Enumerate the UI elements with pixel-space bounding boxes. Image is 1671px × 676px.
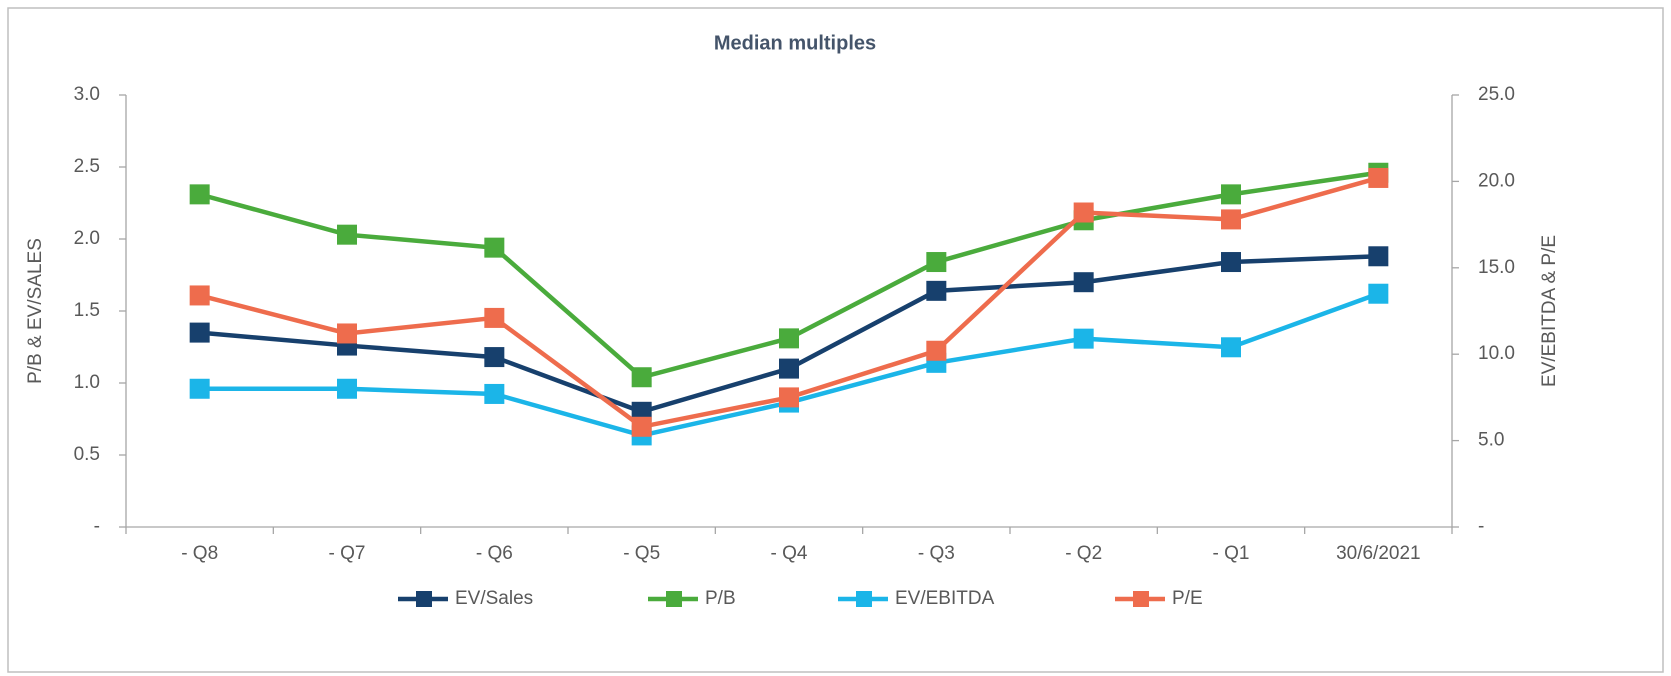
series-marker bbox=[337, 323, 357, 344]
y2-tick-label: 25.0 bbox=[1478, 84, 1515, 105]
chart-title: Median multiples bbox=[714, 32, 876, 54]
y2-tick-label: 5.0 bbox=[1478, 430, 1504, 451]
series-marker bbox=[1368, 246, 1389, 267]
y-tick-label: 1.5 bbox=[74, 300, 100, 321]
series-marker bbox=[1073, 328, 1094, 349]
y-tick-label: 2.0 bbox=[74, 228, 100, 249]
series-marker bbox=[926, 340, 947, 361]
legend-label: P/E bbox=[1172, 588, 1203, 609]
x-tick-label: - Q7 bbox=[329, 543, 366, 564]
series-marker bbox=[779, 387, 799, 408]
x-tick-label: 30/6/2021 bbox=[1336, 543, 1421, 564]
series-marker bbox=[926, 280, 947, 301]
series-marker bbox=[337, 224, 357, 245]
legend-label: P/B bbox=[705, 588, 736, 609]
series-marker bbox=[484, 237, 505, 258]
x-tick-label: - Q4 bbox=[771, 543, 808, 564]
legend-marker bbox=[856, 591, 872, 607]
series-marker bbox=[1221, 337, 1241, 358]
series-marker bbox=[189, 184, 210, 205]
series-marker bbox=[189, 322, 210, 343]
series-marker bbox=[1073, 202, 1094, 223]
series-marker bbox=[1073, 272, 1094, 293]
x-tick-label: - Q5 bbox=[623, 543, 660, 564]
series-marker bbox=[1221, 252, 1241, 273]
series-marker bbox=[484, 383, 505, 404]
y2-tick-label: 10.0 bbox=[1478, 343, 1515, 364]
y-tick-label: 2.5 bbox=[74, 156, 100, 177]
y2-axis-label: EV/EBITDA & P/E bbox=[1539, 235, 1560, 387]
y2-tick-label: - bbox=[1478, 516, 1484, 537]
series-marker bbox=[484, 347, 505, 368]
y-tick-label: 1.0 bbox=[74, 372, 100, 393]
series-marker bbox=[337, 378, 357, 399]
series-marker bbox=[189, 378, 210, 399]
series-marker bbox=[631, 367, 652, 388]
legend-label: EV/EBITDA bbox=[895, 588, 995, 609]
series-marker bbox=[1221, 184, 1241, 205]
x-tick-label: - Q2 bbox=[1065, 543, 1102, 564]
x-tick-label: - Q8 bbox=[181, 543, 218, 564]
y-tick-label: - bbox=[94, 516, 100, 537]
series-marker bbox=[779, 358, 799, 379]
x-tick-label: - Q6 bbox=[476, 543, 513, 564]
y2-tick-label: 20.0 bbox=[1478, 170, 1515, 191]
x-tick-label: - Q1 bbox=[1213, 543, 1250, 564]
legend-marker bbox=[1133, 591, 1149, 607]
y-tick-label: 0.5 bbox=[74, 444, 100, 465]
legend-label: EV/Sales bbox=[455, 588, 533, 609]
y-tick-label: 3.0 bbox=[74, 84, 100, 105]
series-marker bbox=[484, 307, 505, 328]
y2-tick-label: 15.0 bbox=[1478, 257, 1515, 278]
x-tick-label: - Q3 bbox=[918, 543, 955, 564]
series-marker bbox=[1368, 283, 1389, 304]
series-marker bbox=[631, 416, 652, 437]
series-marker bbox=[189, 285, 210, 306]
legend-marker bbox=[416, 591, 432, 607]
series-marker bbox=[1221, 209, 1241, 230]
series-marker bbox=[1368, 167, 1389, 188]
legend-marker bbox=[666, 591, 682, 607]
y-axis-label: P/B & EV/SALES bbox=[25, 238, 46, 384]
chart-border bbox=[7, 7, 1664, 673]
series-marker bbox=[779, 328, 799, 349]
series-marker bbox=[926, 252, 947, 273]
